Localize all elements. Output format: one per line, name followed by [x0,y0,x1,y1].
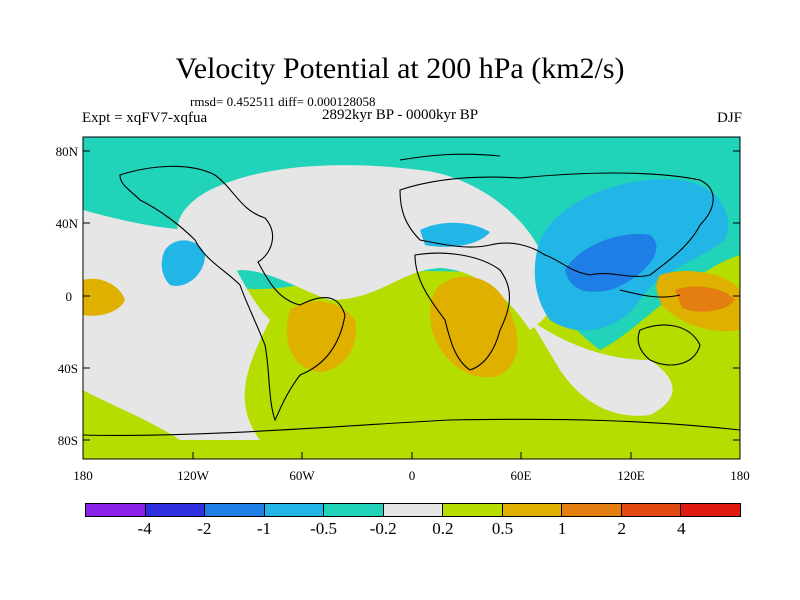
lat-tick-marks [83,150,740,441]
coastlines [83,153,740,436]
lon-tick-label: 120E [617,468,645,483]
lon-tick-label: 180 [730,468,750,483]
colorbar-label: 4 [677,519,686,538]
colorbar-label: 0.5 [491,519,514,538]
experiment-label: Expt = xqFV7-xqfua [82,110,208,126]
contour-fill-stronger-positive [675,286,735,312]
colorbar-swatch [86,504,146,516]
lat-tick-label: 40N [56,216,79,231]
contour-fill-strong-positive [430,276,518,378]
lon-tick-label: 0 [409,468,416,483]
lat-tick-label: 80S [58,433,78,448]
lon-tick-label: 180 [73,468,93,483]
colorbar-swatch [443,504,503,516]
contour-fill-negative [161,240,205,286]
lon-tick-label: 120W [177,468,210,483]
colorbar-swatch [145,504,206,516]
contour-fill-strong-negative [565,234,657,292]
lon-tick-label: 60W [289,468,315,483]
colorbar-swatch [502,504,563,516]
colorbar-label: -2 [197,519,212,538]
colorbar-label: -1 [256,519,271,538]
colorbar-label: 1 [557,519,567,538]
colorbar-label: -0.2 [369,519,397,538]
colorbar-label: 0.2 [432,519,454,538]
colorbar-swatch [205,504,265,516]
lat-tick-label: 40S [58,361,78,376]
colorbar-label: -4 [137,519,152,538]
map-title: Velocity Potential at 200 hPa (km2/s) [175,52,625,85]
colorbar-swatch [562,504,622,516]
contour-fill-neutral [530,320,673,416]
season-label: DJF [716,110,742,126]
colorbar-swatch [621,504,682,516]
colorbar [85,503,741,517]
colorbar-label: 2 [617,519,626,538]
colorbar-swatch [383,504,444,516]
lat-tick-label: 0 [66,289,73,304]
lon-tick-marks [82,452,741,459]
colorbar-swatch [681,504,741,516]
stats-line: rmsd= 0.452511 diff= 0.000128058 [190,94,376,109]
lon-tick-label: 60E [511,468,532,483]
colorbar-swatch [264,504,325,516]
lat-tick-label: 80N [56,144,79,159]
contour-fill-strong-positive [83,278,125,316]
contour-fill-negative [420,222,490,247]
contour-fill-neutral [83,210,270,440]
colorbar-label: -0.5 [310,519,337,538]
contour-fill-neutral [177,165,554,330]
contour-fill-strong-positive [286,301,356,372]
colorbar-swatch [324,504,384,516]
period-label: 2892kyr BP - 0000kyr BP [322,107,479,123]
